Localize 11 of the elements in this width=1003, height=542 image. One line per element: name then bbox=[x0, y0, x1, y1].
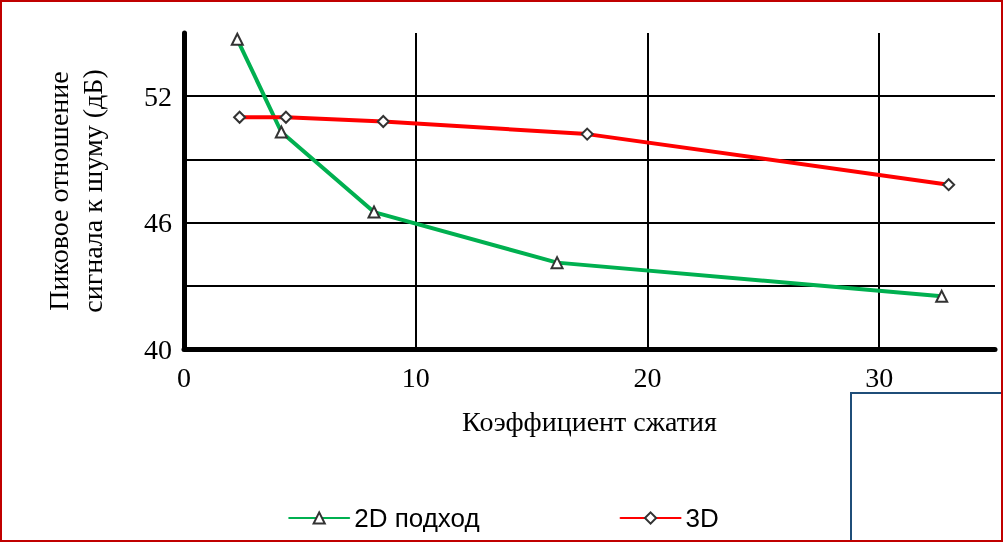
x-tick-label: 20 bbox=[633, 361, 662, 393]
y-tick-label: 52 bbox=[144, 80, 172, 112]
x-axis-title: Коэффициент сжатия bbox=[462, 405, 718, 437]
x-tick-label: 0 bbox=[177, 361, 191, 393]
legend-label: 2D подход bbox=[354, 503, 480, 533]
x-tick-label: 10 bbox=[401, 361, 430, 393]
x-tick-label: 30 bbox=[865, 361, 894, 393]
y-tick-label: 46 bbox=[144, 207, 172, 239]
y-tick-label: 40 bbox=[144, 333, 172, 365]
legend-label: 3D bbox=[685, 503, 719, 533]
y-axis-title: Пиковое отношение сигнала к шуму (дБ) bbox=[42, 69, 108, 313]
